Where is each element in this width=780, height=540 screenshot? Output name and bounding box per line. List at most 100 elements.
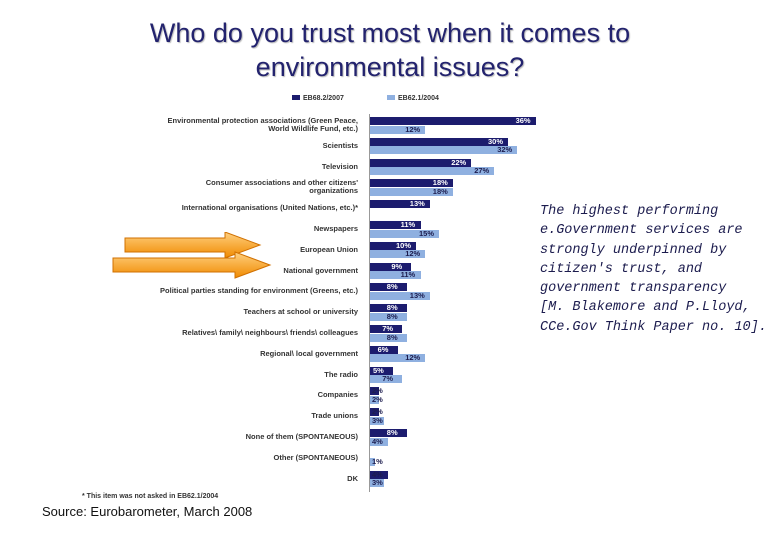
bar — [370, 167, 495, 176]
value-label: 7% — [382, 374, 394, 384]
category-label: European Union — [300, 244, 358, 254]
bar — [370, 429, 407, 437]
source: Source: Eurobarometer, March 2008 — [42, 504, 253, 519]
category-label: Environmental protection associations (G… — [167, 116, 358, 133]
bar — [370, 262, 412, 271]
bar — [370, 241, 416, 250]
bar — [370, 200, 430, 209]
bar — [370, 416, 384, 425]
category-label: Trade unions — [311, 411, 358, 421]
bar — [370, 179, 453, 188]
bar — [370, 291, 430, 300]
bar — [370, 345, 398, 354]
value-label: 8% — [386, 282, 398, 292]
bar — [370, 304, 407, 313]
value-label: 7% — [382, 324, 394, 333]
value-label: 32% — [497, 145, 513, 155]
value-label: 22% — [451, 157, 467, 167]
bar — [370, 375, 403, 384]
value-label: 4% — [372, 436, 383, 446]
legend-item: EB68.2/2007 — [292, 95, 344, 102]
bar — [370, 312, 407, 321]
bar — [370, 221, 421, 229]
category-label: Scientists — [322, 140, 358, 150]
legend-label: EB68.2/2007 — [303, 95, 344, 102]
arrows — [112, 232, 272, 279]
value-label: 13% — [409, 199, 425, 209]
bar — [370, 117, 536, 125]
bar — [370, 354, 426, 363]
bar — [370, 408, 380, 417]
category-label: The radio — [324, 369, 358, 379]
value-label: 27% — [474, 166, 490, 176]
value-label: 10% — [396, 240, 412, 250]
axis-line — [369, 114, 370, 492]
footnote: * This item was not asked in EB62.1/2004 — [82, 493, 219, 500]
bar — [370, 458, 375, 467]
title: Who do you trust most when it comes to e… — [149, 18, 631, 82]
category-label: Relatives\ family\ neighbours\ friends\ … — [182, 328, 358, 337]
category-label: None of them (SPONTANEOUS) — [245, 432, 358, 441]
value-label: 8% — [386, 303, 398, 313]
category-label: Teachers at school or university — [243, 307, 359, 317]
value-label: 8% — [386, 332, 398, 342]
arrow — [112, 251, 272, 279]
value-label: 18% — [432, 178, 448, 188]
value-label: 1% — [372, 457, 383, 467]
bar — [370, 137, 508, 146]
bar — [370, 187, 453, 196]
value-label: 30% — [488, 136, 504, 146]
bar — [370, 479, 384, 488]
legend-swatch — [387, 95, 395, 100]
bar — [370, 283, 407, 292]
category-label: Consumer associations and other citizens… — [205, 178, 358, 196]
value-label: 8% — [386, 428, 398, 437]
value-label: 9% — [391, 261, 403, 271]
value-label: 3% — [372, 415, 383, 425]
category-label: DK — [347, 473, 358, 483]
category-label: Regional\ local government — [260, 348, 358, 358]
value-label: 2% — [372, 407, 383, 417]
category-label: Television — [321, 161, 358, 171]
legend-label: EB62.1/2004 — [398, 95, 439, 102]
bar — [370, 366, 393, 375]
category-label: Political parties standing for environme… — [160, 286, 358, 296]
bar — [370, 395, 380, 404]
value-label: 11% — [400, 220, 416, 229]
bar — [370, 250, 426, 259]
category-label: Newspapers — [313, 224, 358, 233]
bar — [370, 333, 407, 342]
value-label: 6% — [377, 344, 389, 354]
category-label: National government — [283, 265, 358, 275]
value-label: 11% — [400, 270, 416, 280]
value-label: 4% — [372, 469, 383, 479]
legend-swatch — [292, 95, 300, 100]
category-label: Companies — [317, 390, 358, 400]
category-label: International organisations (United Nati… — [181, 203, 358, 213]
value-label: 12% — [405, 249, 421, 259]
bar — [370, 325, 403, 333]
value-label: 13% — [409, 290, 425, 300]
value-label: 2% — [372, 386, 383, 396]
legend-item: EB62.1/2004 — [387, 95, 439, 102]
bar — [370, 146, 518, 155]
bar — [370, 271, 421, 280]
category-label: Other (SPONTANEOUS) — [273, 452, 358, 462]
annotation: The highest performing e.Government serv… — [540, 204, 767, 335]
bar — [370, 229, 439, 238]
value-label: 18% — [432, 186, 448, 196]
bar — [370, 387, 380, 396]
value-label: 3% — [372, 478, 383, 488]
value-label: 12% — [405, 353, 421, 363]
value-label: 36% — [515, 116, 531, 125]
bar — [370, 125, 426, 134]
bar — [370, 470, 389, 479]
value-label: 12% — [405, 124, 421, 134]
arrow — [124, 232, 262, 259]
value-label: 2% — [372, 394, 383, 404]
value-label: 15% — [419, 228, 435, 238]
bar — [370, 158, 472, 167]
bar — [370, 437, 389, 446]
value-label: 8% — [386, 311, 398, 321]
